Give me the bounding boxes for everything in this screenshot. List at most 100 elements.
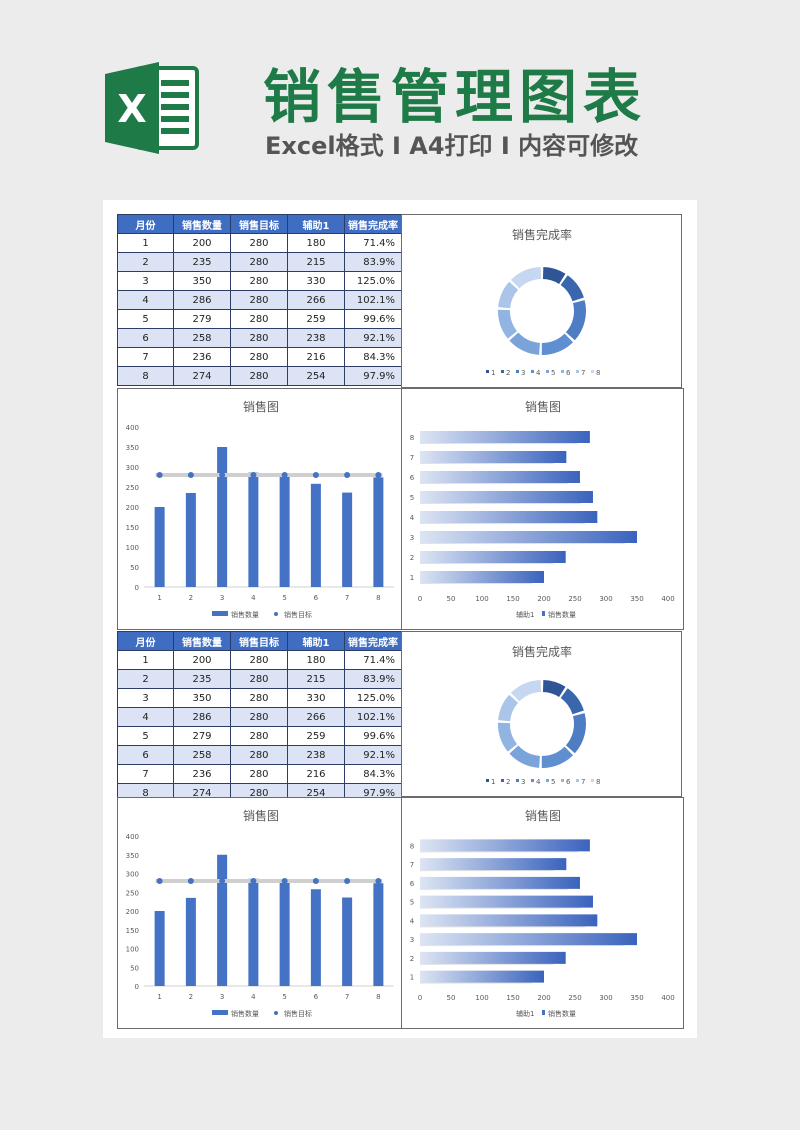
y-tick-label: 100	[126, 544, 139, 552]
x-tick-label: 4	[251, 993, 256, 1001]
x-tick-label: 100	[475, 595, 488, 603]
chart-title: 销售完成率	[512, 644, 572, 659]
table-row: 1 200 280 180 71.4%	[117, 650, 402, 670]
legend-marker	[274, 1011, 278, 1015]
x-tick-label: 200	[537, 595, 550, 603]
page-header: X 销售管理图表 Excel格式 I A4打印 I 内容可修改	[0, 0, 800, 200]
table-row: 5 279 280 259 99.6%	[117, 309, 402, 329]
table-cell: 180	[287, 650, 345, 670]
target-point	[344, 472, 351, 478]
bar	[248, 472, 259, 587]
x-tick-label: 100	[475, 994, 488, 1002]
table-row: 1 200 280 180 71.4%	[117, 233, 402, 253]
target-point	[312, 878, 319, 884]
legend-label: 1	[491, 369, 495, 377]
y-tick-label: 300	[126, 871, 139, 879]
table-cell: 266	[287, 707, 345, 727]
legend-marker	[591, 370, 594, 373]
donut-slice	[498, 722, 518, 752]
table-cell: 280	[230, 328, 288, 348]
legend-marker	[576, 779, 579, 782]
bar	[420, 839, 590, 852]
bar	[420, 970, 544, 983]
bar	[373, 477, 384, 587]
x-tick-label: 5	[282, 594, 286, 602]
bar	[420, 531, 637, 543]
bar	[420, 895, 593, 908]
donut-slice	[541, 333, 574, 355]
y-tick-label: 350	[126, 852, 139, 860]
legend-marker	[274, 612, 278, 616]
table-cell: 280	[230, 309, 288, 329]
table-cell: 92.1%	[344, 328, 402, 348]
y-tick-label: 300	[126, 464, 139, 472]
y-tick-label: 250	[126, 889, 139, 897]
table-cell: 280	[230, 726, 288, 746]
table-header-row: 月份 销售数量 销售目标 辅助1 销售完成率	[117, 214, 402, 234]
table-cell: 258	[173, 745, 231, 765]
table-cell: 258	[173, 328, 231, 348]
y-tick-label: 8	[410, 842, 414, 850]
y-tick-label: 8	[410, 434, 414, 442]
donut-slice	[565, 300, 586, 341]
bar	[185, 897, 196, 986]
table-row: 2 235 280 215 83.9%	[117, 669, 402, 689]
legend-label: 5	[551, 778, 555, 786]
table-cell: 280	[230, 650, 288, 670]
table-row: 6 258 280 238 92.1%	[117, 328, 402, 348]
legend-label: 5	[551, 369, 555, 377]
donut-slice	[542, 680, 566, 697]
y-tick-label: 3	[410, 534, 414, 542]
bar	[279, 475, 290, 587]
legend-label: 3	[521, 369, 525, 377]
column-header: 销售数量	[173, 631, 231, 651]
bar	[185, 493, 196, 587]
table-cell: 97.9%	[344, 366, 402, 386]
table-cell: 125.0%	[344, 688, 402, 708]
svg-text:X: X	[117, 87, 146, 131]
legend-label: 销售数量	[231, 610, 259, 619]
table-row: 8 274 280 254 97.9%	[117, 366, 402, 386]
table-cell: 200	[173, 650, 231, 670]
legend-marker	[542, 1010, 545, 1015]
bar	[420, 471, 580, 483]
table-cell: 259	[287, 309, 345, 329]
donut-slice	[498, 694, 519, 722]
table-cell: 350	[173, 688, 231, 708]
donut-slice	[565, 713, 586, 754]
table-cell: 238	[287, 328, 345, 348]
table-row: 4 286 280 266 102.1%	[117, 707, 402, 727]
table-cell: 7	[117, 764, 174, 784]
column-header: 销售完成率	[344, 631, 402, 651]
sales-table: 月份 销售数量 销售目标 辅助1 销售完成率 1 200 280 180 71.4% 2 235 280…	[117, 214, 402, 386]
legend-label: 8	[596, 778, 600, 786]
table-cell: 83.9%	[344, 252, 402, 272]
table-cell: 280	[230, 366, 288, 386]
table-cell: 280	[230, 290, 288, 310]
y-tick-label: 4	[410, 917, 415, 925]
table-row: 3 350 280 330 125.0%	[117, 688, 402, 708]
column-header: 销售目标	[230, 631, 288, 651]
x-tick-label: 350	[630, 994, 643, 1002]
bar	[217, 447, 228, 587]
page-title: 销售管理图表	[263, 63, 648, 131]
donut-slice	[560, 275, 584, 302]
legend-label: 辅助1	[516, 1009, 534, 1018]
legend-label: 2	[506, 369, 510, 377]
table-cell: 125.0%	[344, 271, 402, 291]
legend-label: 7	[581, 778, 585, 786]
y-tick-label: 200	[126, 504, 139, 512]
y-tick-label: 3	[410, 936, 414, 944]
chart-title: 销售图	[525, 399, 561, 414]
x-tick-label: 3	[220, 594, 224, 602]
legend-marker	[546, 370, 549, 373]
table-cell: 286	[173, 707, 231, 727]
legend-label: 销售目标	[284, 1009, 312, 1018]
legend-label: 4	[536, 369, 541, 377]
table-cell: 238	[287, 745, 345, 765]
legend-label: 销售数量	[548, 1009, 576, 1018]
bar	[420, 933, 637, 946]
table-cell: 102.1%	[344, 707, 402, 727]
legend-marker	[212, 611, 228, 616]
table-cell: 254	[287, 366, 345, 386]
